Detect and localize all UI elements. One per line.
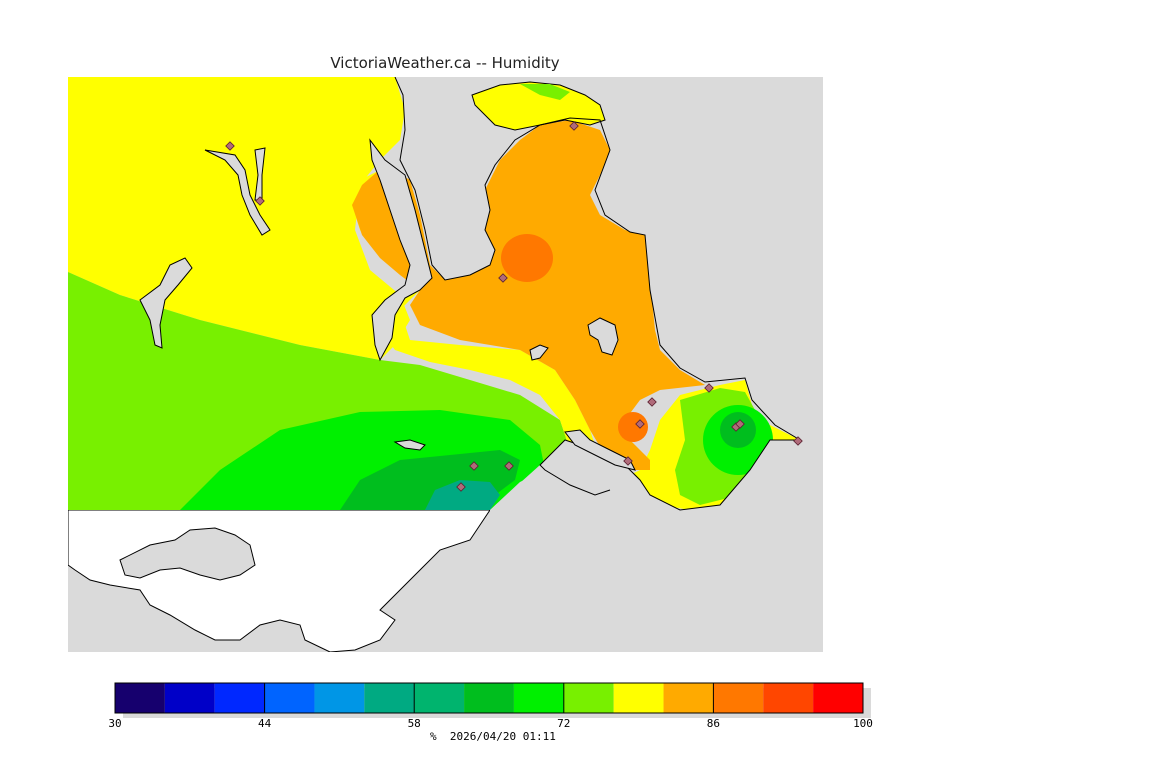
station-marker — [623, 456, 633, 466]
legend-swatch — [763, 683, 814, 713]
station-marker — [647, 397, 657, 407]
harbour — [564, 429, 636, 471]
station-marker — [469, 461, 479, 471]
station-marker — [504, 461, 514, 471]
legend-caption: % 2026/04/20 01:11 — [430, 730, 556, 743]
station-marker — [498, 273, 508, 283]
station-marker — [255, 196, 265, 206]
field-hotspot-south — [618, 412, 648, 442]
legend-swatch — [813, 683, 863, 713]
legend-swatch — [613, 683, 664, 713]
legend-swatch — [513, 683, 564, 713]
station-marker — [569, 121, 579, 131]
map-title: VictoriaWeather.ca -- Humidity — [330, 54, 560, 72]
field-green-southeast-core — [720, 412, 756, 448]
station-marker — [735, 419, 745, 429]
legend-swatch — [264, 683, 315, 713]
legend-swatch — [414, 683, 465, 713]
station-marker — [704, 383, 714, 393]
legend-swatch — [314, 683, 365, 713]
legend-swatch — [115, 683, 165, 713]
legend-tick-label: 100 — [853, 717, 873, 730]
legend-swatch — [364, 683, 415, 713]
legend-timestamp: 2026/04/20 01:11 — [449, 730, 556, 743]
station-markers — [225, 121, 803, 492]
inlet-north — [395, 77, 823, 652]
station-marker — [793, 436, 803, 446]
legend-tick-label: 86 — [706, 717, 721, 730]
station-marker — [225, 141, 235, 151]
legend-swatch — [563, 683, 614, 713]
inlet-saanich — [369, 138, 433, 362]
station-marker — [635, 419, 645, 429]
field-north-tip-green — [520, 84, 570, 100]
legend-swatch — [713, 683, 764, 713]
legend-tick-label: 44 — [257, 717, 272, 730]
legend-bar — [114, 682, 871, 718]
islet-south — [393, 439, 426, 451]
station-marker — [456, 482, 466, 492]
legend-tick-label: 30 — [108, 717, 122, 730]
lake-small — [529, 344, 549, 361]
legend-tick-label: 58 — [407, 717, 421, 730]
legend-swatch — [663, 683, 714, 713]
lake-west — [204, 149, 271, 236]
field-hotspot-north — [501, 234, 553, 282]
lake-southwest — [139, 257, 193, 349]
coastline — [394, 77, 802, 511]
field-west-yellow — [68, 77, 410, 360]
legend-tick-label: 72 — [557, 717, 571, 730]
lake-center — [587, 317, 619, 356]
legend-unit: % — [430, 730, 437, 743]
legend-swatch — [214, 683, 265, 713]
legend-swatch — [164, 683, 215, 713]
legend-swatch — [464, 683, 514, 713]
land-south-inner — [119, 527, 256, 581]
field-teal — [425, 480, 500, 510]
field-orange — [352, 120, 705, 470]
